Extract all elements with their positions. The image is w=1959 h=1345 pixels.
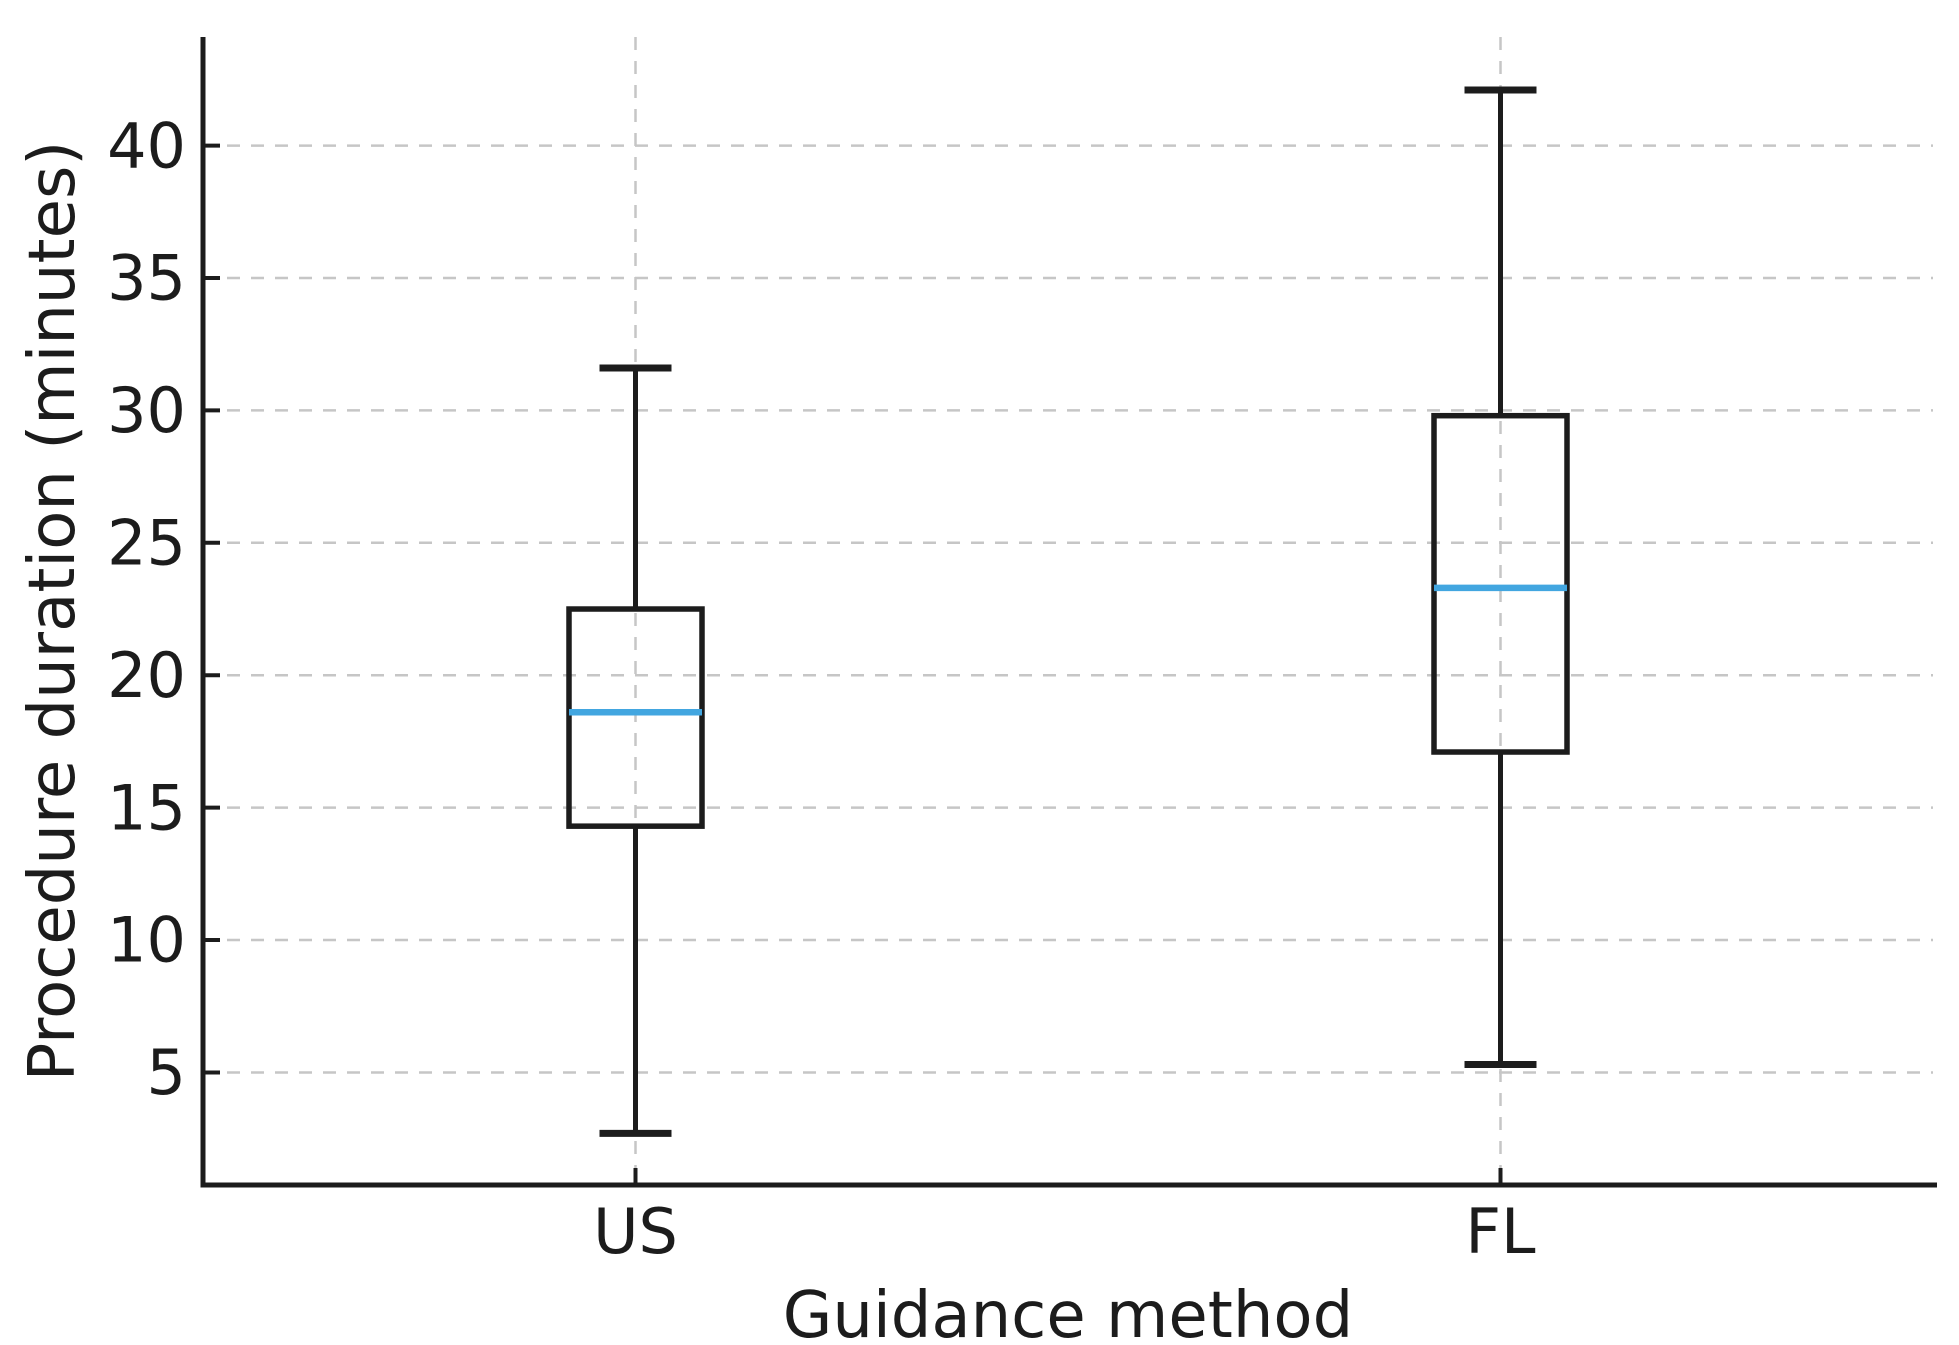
y-tick-label: 10	[107, 904, 186, 977]
y-tick-label: 5	[147, 1036, 186, 1109]
gridlines-layer	[203, 37, 1933, 1185]
x-tick-label: US	[593, 1195, 678, 1268]
x-axis-label: Guidance method	[783, 1279, 1353, 1345]
iqr-box-us	[566, 606, 705, 829]
y-tick-label: 30	[107, 374, 186, 447]
boxplot-series-layer	[566, 86, 1570, 1137]
tick-labels-layer: 5 10 15 20 25 30 35 40 US FL	[107, 109, 1536, 1268]
y-tick-label: 35	[107, 242, 186, 315]
iqr-box-fl	[1431, 412, 1570, 755]
y-tick-label: 40	[107, 109, 186, 182]
y-tick-label: 15	[107, 771, 186, 844]
y-tick-label: 20	[107, 639, 186, 712]
y-axis-label: Procedure duration (minutes)	[16, 141, 90, 1082]
x-tick-label: FL	[1465, 1195, 1536, 1268]
axes-layer	[200, 37, 1937, 1188]
y-tick-label: 25	[107, 507, 186, 580]
